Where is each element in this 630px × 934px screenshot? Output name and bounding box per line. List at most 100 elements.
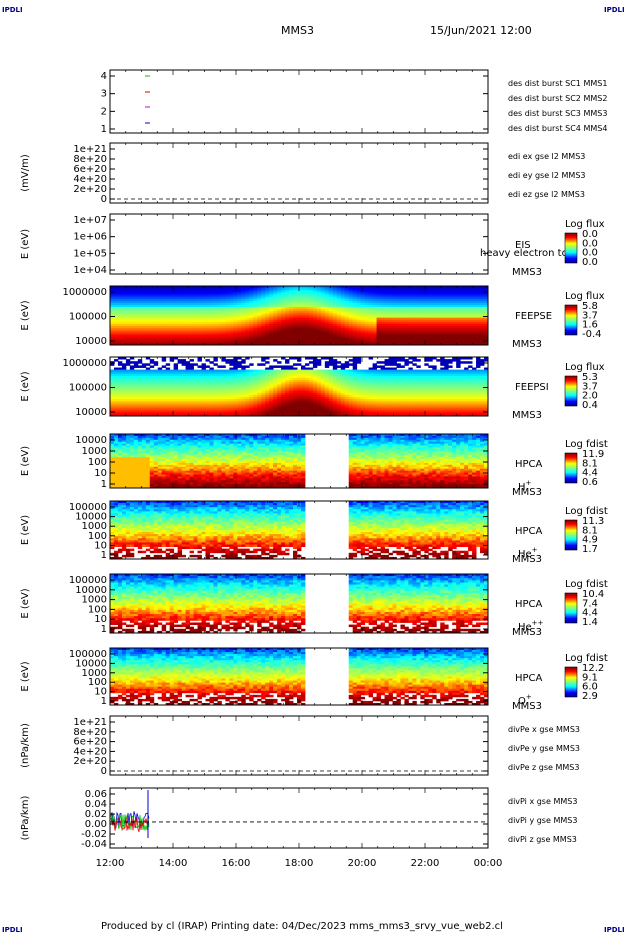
heatmap-cell — [304, 319, 310, 323]
heatmap-cell — [245, 292, 250, 295]
heatmap-cell — [169, 319, 175, 323]
heatmap-cell — [344, 298, 350, 302]
heatmap-cell — [324, 313, 330, 316]
heatmap-cell — [257, 315, 262, 319]
heatmap-cell — [356, 323, 362, 327]
heatmap-cell — [257, 338, 262, 342]
plot-frame — [109, 213, 489, 275]
heatmap-cell — [141, 326, 147, 329]
heatmap-cell — [185, 328, 190, 331]
heatmap-cell — [336, 330, 342, 333]
heatmap-cell — [364, 286, 370, 289]
y-tick-label: 2e+20 — [73, 184, 107, 195]
heatmap-cell — [209, 298, 214, 302]
heatmap-cell — [145, 330, 151, 333]
heatmap-cell — [193, 311, 198, 314]
heatmap-cell — [312, 326, 318, 329]
heatmap-cell — [380, 336, 385, 340]
heatmap-cell — [197, 300, 202, 304]
heatmap-cell — [404, 309, 409, 312]
heatmap-cell — [229, 338, 234, 342]
heatmap-cell — [233, 330, 238, 333]
heatmap-cell — [340, 334, 346, 337]
heatmap-cell — [404, 328, 409, 331]
y-tick-label: 10000 — [75, 336, 107, 347]
heatmap-cell — [229, 311, 234, 314]
heatmap-cell — [125, 363, 131, 366]
heatmap-cell — [173, 296, 179, 300]
heatmap-cell — [245, 296, 250, 300]
heatmap-cell — [285, 302, 290, 306]
heatmap-cell — [189, 307, 194, 310]
heatmap-cell — [285, 326, 290, 329]
heatmap-cell — [249, 338, 254, 342]
heatmap-cell — [221, 304, 226, 308]
heatmap-cell — [360, 338, 366, 342]
heatmap-cell — [157, 340, 163, 344]
heatmap-cell — [205, 288, 210, 291]
heatmap-cell — [356, 328, 362, 331]
heatmap-cell — [340, 319, 346, 323]
heatmap-cell — [225, 321, 230, 325]
heatmap-cell — [245, 313, 250, 316]
heatmap-cell — [320, 330, 326, 333]
heatmap-cell — [153, 340, 159, 344]
heatmap-cell — [141, 323, 147, 327]
heatmap-cell — [348, 330, 354, 333]
heatmap-cell — [364, 300, 370, 304]
heatmap-cell — [229, 313, 234, 316]
heatmap-cell — [185, 302, 190, 306]
heatmap-cell — [396, 292, 401, 295]
heatmap-cell — [380, 321, 385, 325]
heatmap-cell — [189, 292, 194, 295]
heatmap-cell — [241, 309, 246, 312]
heatmap-cell — [133, 336, 139, 340]
heatmap-cell — [117, 342, 123, 346]
heatmap-cell — [237, 302, 242, 306]
heatmap-cell — [380, 332, 385, 335]
heatmap-cell — [257, 300, 262, 304]
heatmap-cell — [396, 304, 401, 308]
heatmap-cell — [408, 317, 413, 321]
heatmap-cell — [221, 311, 226, 314]
heatmap-cell — [165, 298, 171, 302]
heatmap-cell — [173, 302, 179, 306]
heatmap-cell — [129, 319, 135, 323]
heatmap-cell — [360, 302, 366, 306]
heatmap-cell — [277, 340, 282, 344]
heatmap-cell — [328, 290, 334, 293]
heatmap-cell — [189, 342, 194, 346]
heatmap-cell — [197, 342, 202, 346]
heatmap-cell — [253, 323, 258, 327]
heatmap-cell — [245, 317, 250, 321]
heatmap-cell — [141, 317, 147, 321]
heatmap-cell — [273, 311, 278, 314]
heatmap-cell — [364, 311, 370, 314]
heatmap-cell — [237, 326, 242, 329]
heatmap-cell — [177, 307, 183, 310]
heatmap-cell — [141, 315, 147, 319]
heatmap-cell — [113, 300, 119, 304]
heatmap-cell — [181, 334, 186, 337]
heatmap-cell — [392, 290, 397, 293]
heatmap-cell — [384, 300, 389, 304]
heatmap-cell — [316, 296, 322, 300]
heatmap-cell — [320, 323, 326, 327]
heatmap-cell — [117, 328, 123, 331]
heatmap-cell — [169, 315, 175, 319]
heatmap-cell — [110, 298, 115, 302]
colorbar-tick-label: -0.4 — [582, 329, 602, 340]
heatmap-cell — [277, 338, 282, 342]
heatmap-cell — [289, 319, 294, 323]
heatmap-cell — [145, 309, 151, 312]
heatmap-cell — [384, 326, 389, 329]
heatmap-cell — [197, 323, 202, 327]
heatmap-cell — [201, 313, 206, 316]
heatmap-cell — [197, 307, 202, 310]
heatmap-cell — [281, 300, 286, 304]
heatmap-cell — [408, 298, 413, 302]
heatmap-cell — [332, 300, 338, 304]
heatmap-cell — [300, 286, 306, 289]
heatmap-cell — [169, 302, 175, 306]
heatmap-cell — [181, 298, 186, 302]
